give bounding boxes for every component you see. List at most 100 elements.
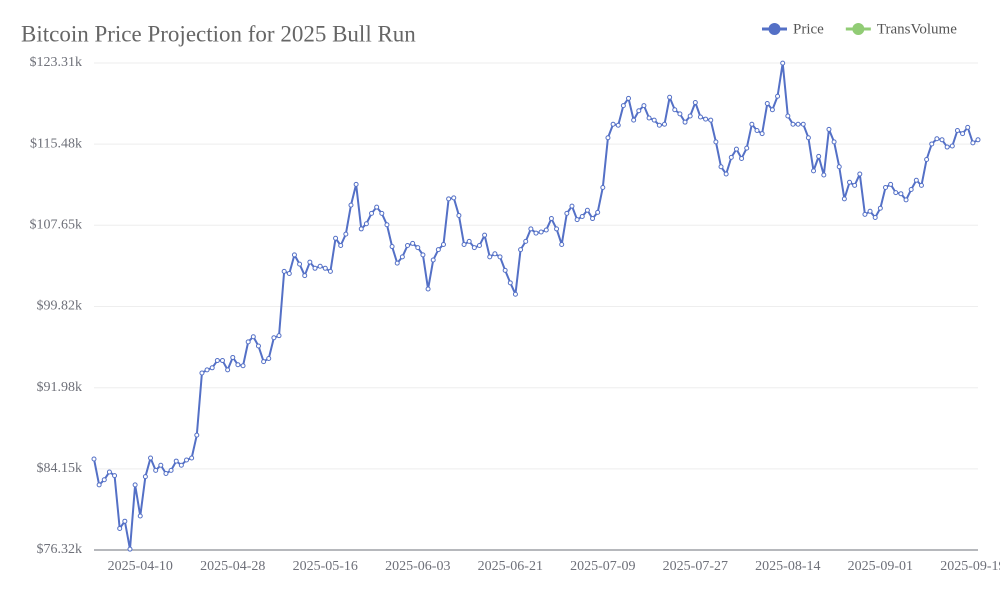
data-point bbox=[569, 203, 575, 209]
x-tick-label: 2025-07-09 bbox=[570, 559, 635, 574]
data-point bbox=[420, 252, 426, 258]
data-point bbox=[117, 525, 123, 531]
data-point bbox=[723, 171, 729, 177]
y-tick-label: $115.48k bbox=[30, 136, 82, 151]
data-point bbox=[656, 122, 662, 128]
data-point bbox=[497, 254, 503, 260]
data-point bbox=[667, 94, 673, 100]
data-point bbox=[954, 127, 960, 133]
data-point bbox=[600, 184, 606, 190]
data-point bbox=[646, 115, 652, 121]
data-point bbox=[687, 113, 693, 119]
data-point bbox=[466, 238, 472, 244]
data-point bbox=[564, 210, 570, 216]
data-point bbox=[389, 244, 395, 250]
legend-marker bbox=[768, 23, 781, 35]
data-point bbox=[836, 164, 842, 170]
data-point bbox=[507, 280, 513, 286]
data-point bbox=[338, 243, 344, 249]
y-tick-label: $99.82k bbox=[37, 299, 83, 314]
data-point bbox=[759, 131, 765, 137]
data-point bbox=[281, 268, 287, 274]
data-point bbox=[754, 127, 760, 133]
data-point bbox=[939, 137, 945, 143]
data-point bbox=[888, 181, 894, 187]
data-point bbox=[297, 261, 303, 267]
data-point bbox=[682, 119, 688, 125]
data-point bbox=[528, 226, 534, 232]
x-tick-label: 2025-04-28 bbox=[200, 559, 265, 574]
data-point bbox=[399, 254, 405, 260]
data-point bbox=[487, 254, 493, 260]
data-point bbox=[245, 339, 251, 345]
data-point bbox=[168, 467, 174, 473]
data-point bbox=[302, 273, 308, 279]
data-point bbox=[512, 291, 518, 297]
data-point bbox=[924, 156, 930, 162]
data-point bbox=[194, 432, 200, 438]
data-point bbox=[548, 216, 554, 222]
data-point bbox=[461, 241, 467, 247]
data-point bbox=[841, 196, 847, 202]
data-point bbox=[538, 229, 544, 235]
data-point bbox=[708, 117, 714, 123]
x-tick-label: 2025-06-03 bbox=[385, 559, 450, 574]
data-point bbox=[225, 367, 231, 373]
legend-item: Price bbox=[762, 21, 824, 37]
data-point bbox=[153, 467, 159, 473]
data-point bbox=[189, 455, 195, 461]
data-point bbox=[410, 240, 416, 246]
data-point bbox=[831, 139, 837, 145]
x-tick-label: 2025-09-01 bbox=[848, 559, 913, 574]
data-point bbox=[250, 334, 256, 340]
data-point bbox=[348, 202, 354, 208]
x-tick-label: 2025-07-27 bbox=[663, 559, 728, 574]
data-point bbox=[908, 187, 914, 193]
data-point bbox=[651, 117, 657, 123]
data-point bbox=[435, 247, 441, 253]
data-point bbox=[502, 267, 508, 273]
data-point bbox=[96, 482, 102, 488]
data-point bbox=[636, 108, 642, 114]
chart-title: Bitcoin Price Projection for 2025 Bull R… bbox=[21, 21, 416, 46]
data-point bbox=[425, 286, 431, 292]
y-tick-label: $84.15k bbox=[37, 461, 83, 476]
data-point bbox=[816, 153, 822, 159]
data-point bbox=[780, 60, 786, 66]
data-point bbox=[862, 211, 868, 217]
data-point bbox=[405, 243, 411, 249]
data-point bbox=[975, 137, 981, 143]
data-point bbox=[744, 145, 750, 151]
data-point bbox=[219, 358, 225, 364]
data-point bbox=[631, 117, 637, 123]
data-point bbox=[800, 121, 806, 127]
data-point bbox=[492, 251, 498, 257]
legend-marker bbox=[852, 23, 865, 35]
data-point bbox=[733, 146, 739, 152]
data-point bbox=[697, 114, 703, 120]
data-point bbox=[261, 359, 267, 365]
data-point bbox=[415, 245, 421, 251]
data-point bbox=[574, 217, 580, 223]
data-point bbox=[523, 238, 529, 244]
data-point bbox=[749, 121, 755, 127]
data-point bbox=[821, 172, 827, 178]
data-point bbox=[204, 367, 210, 373]
data-point bbox=[579, 213, 585, 219]
data-point bbox=[286, 270, 292, 276]
data-point bbox=[230, 354, 236, 360]
data-point bbox=[430, 257, 436, 263]
data-point bbox=[266, 355, 272, 361]
data-point bbox=[718, 164, 724, 170]
data-point bbox=[872, 215, 878, 221]
data-point bbox=[610, 121, 616, 127]
data-point bbox=[127, 546, 133, 552]
x-tick-label: 2025-08-14 bbox=[755, 559, 820, 574]
data-point bbox=[559, 241, 565, 247]
data-point bbox=[91, 456, 97, 462]
data-point bbox=[235, 362, 241, 368]
x-tick-label: 2025-05-16 bbox=[293, 559, 358, 574]
data-point bbox=[769, 107, 775, 113]
data-point bbox=[960, 131, 966, 137]
